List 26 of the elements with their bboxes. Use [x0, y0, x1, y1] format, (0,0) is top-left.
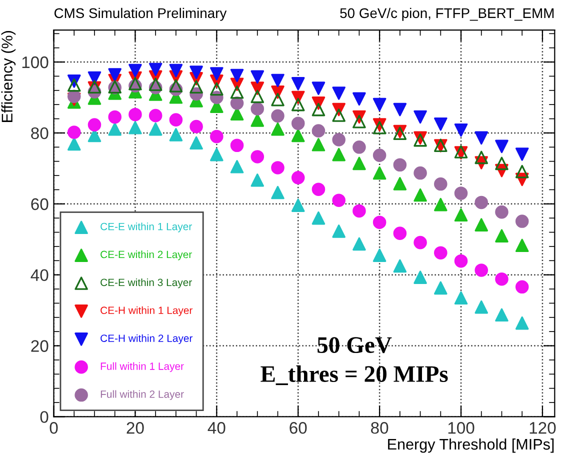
x-tick-label: 80 — [371, 422, 388, 434]
y-tick-label: 80 — [31, 127, 48, 140]
legend-label: Full within 2 Layer — [100, 390, 184, 400]
x-tick-label: 20 — [126, 422, 144, 434]
y-tick-label: 100 — [22, 56, 48, 68]
x-tick-label: 60 — [290, 422, 307, 434]
y-axis-title: Efficiency (%) — [1, 31, 16, 122]
legend-label: CE-E within 3 Layer — [100, 278, 192, 288]
x-tick-label: 0 — [50, 422, 58, 434]
x-tick-label: 120 — [530, 422, 556, 434]
legend-label: Full within 1 Layer — [100, 362, 184, 372]
x-tick-label: 40 — [208, 422, 226, 434]
legend-label: CE-E within 2 Layer — [100, 250, 192, 260]
y-tick-label: 60 — [31, 198, 48, 210]
legend-label: CE-H within 1 Layer — [100, 306, 193, 316]
annotation: E_thres = 20 MIPs — [260, 365, 448, 386]
x-tick-label: 100 — [448, 422, 474, 434]
chart-subtitle: 50 GeV/c pion, FTFP_BERT_EMM — [340, 8, 554, 21]
chart-title: CMS Simulation Preliminary — [54, 8, 227, 21]
legend-label: CE-H within 2 Layer — [100, 334, 193, 344]
annotation: 50 GeV — [318, 337, 392, 354]
legend-label: CE-E within 1 Layer — [100, 222, 192, 232]
y-tick-label: 0 — [40, 411, 48, 423]
y-tick-label: 40 — [30, 269, 48, 282]
y-tick-label: 20 — [31, 340, 48, 352]
x-axis-title: Energy Threshold [MIPs] — [388, 438, 554, 453]
